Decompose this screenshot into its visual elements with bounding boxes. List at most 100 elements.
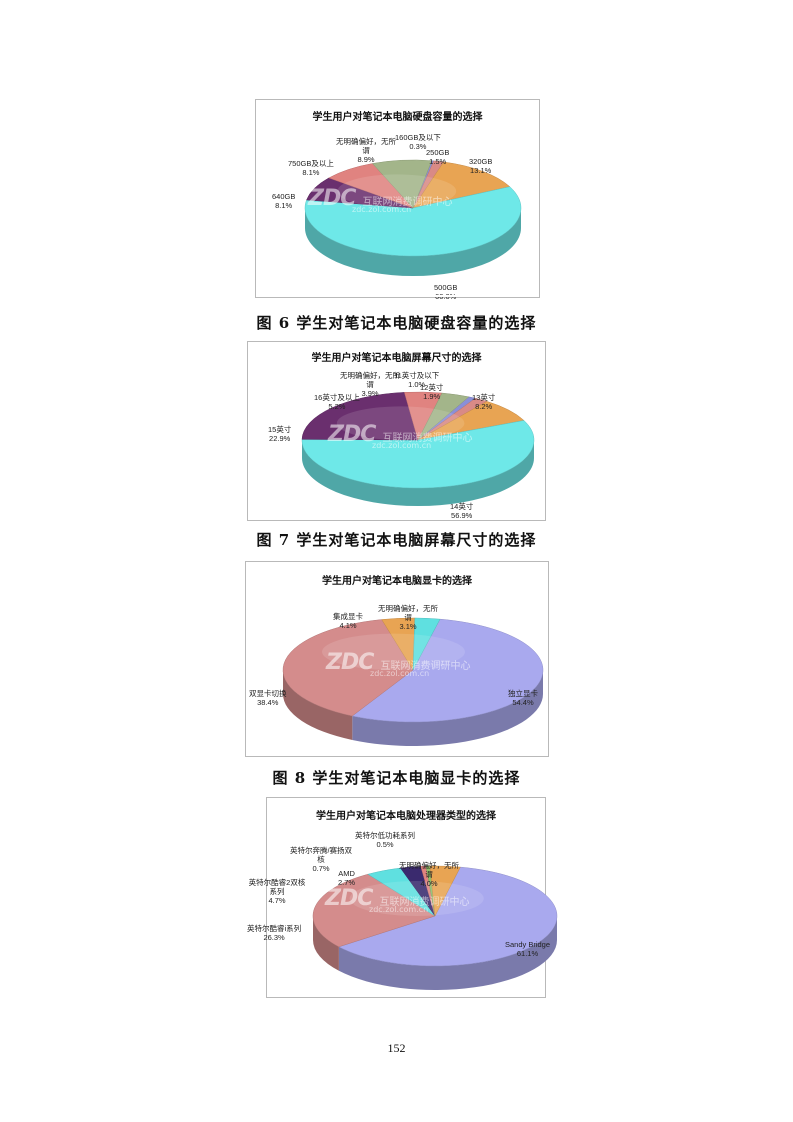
slice-name: 500GB [434, 283, 458, 292]
slice-label: 双显卡切换 38.4% [249, 689, 287, 707]
slice-value: 0.3% [409, 142, 427, 151]
slice-name: Sandy Bridge [505, 940, 551, 949]
slice-label: AMD 2.7% [338, 869, 355, 887]
slice-label: 英特尔奔腾/赛扬双核 0.7% [289, 846, 353, 873]
pie-slice [412, 161, 511, 209]
slice-name: 英特尔酷睿i系列 [247, 924, 302, 933]
slice-name: 集成显卡 [333, 612, 363, 621]
slice-label: 500GB 60.0% [434, 283, 457, 301]
slice-label: 16英寸及以上 5.2% [314, 393, 360, 411]
pie-slice-side [313, 916, 339, 971]
slice-label: 13英寸 8.2% [472, 393, 495, 411]
slice-label: 14英寸 56.9% [450, 502, 473, 520]
slice-value: 1.0% [408, 380, 426, 389]
pie-slice-side [283, 670, 353, 740]
slice-name: 640GB [272, 192, 296, 201]
slice-name: 12英寸 [420, 383, 444, 392]
pie-highlight [322, 633, 465, 670]
slice-value: 3.1% [399, 622, 417, 631]
slice-value: 1.9% [423, 392, 441, 401]
pie-slice [338, 866, 558, 967]
slice-value: 56.9% [451, 511, 473, 520]
slice-name: 独立显卡 [508, 689, 538, 698]
slice-value: 13.1% [470, 166, 492, 175]
chart-graphics-card: 学生用户对笔记本电脑显卡的选择 ZDC 互联网消费调研中心 zdc.zol.co… [245, 561, 549, 757]
slice-label: 750GB及以上 8.1% [288, 159, 334, 177]
pie-slice-side [302, 440, 534, 506]
slice-name: 无明确偏好，无所谓 [378, 604, 438, 622]
chart-processor-type: 学生用户对笔记本电脑处理器类型的选择 ZDC 互联网消费调研中心 zdc.zol… [247, 797, 558, 998]
slice-label: 无明确偏好，无所谓 4.0% [397, 861, 461, 888]
slice-label: 11英寸及以下 1.0% [394, 371, 439, 389]
slice-label: Sandy Bridge 61.1% [505, 940, 550, 958]
slice-label: 独立显卡 54.4% [508, 689, 538, 707]
pie-chart-svg [301, 391, 535, 506]
figure-caption: 图 7 学生对笔记本电脑屏幕尺寸的选择 [256, 531, 537, 549]
slice-value: 54.4% [512, 698, 534, 707]
slice-label: 无明确偏好，无所谓 3.1% [376, 604, 440, 631]
slice-name: 16英寸及以上 [314, 393, 360, 402]
slice-name: 15英寸 [268, 425, 292, 434]
slice-value: 4.1% [339, 621, 357, 630]
pie-slice [301, 420, 535, 489]
pie-slice [301, 392, 419, 441]
chart-title: 学生用户对笔记本电脑硬盘容量的选择 [312, 112, 483, 123]
pie-side-walls [302, 440, 534, 506]
pie-chart-svg [312, 865, 558, 990]
slice-label: 无明确偏好，无所谓 8.9% [334, 137, 398, 164]
pie-highlight [337, 174, 457, 208]
pie-slice-side [352, 670, 543, 746]
slice-name: 13英寸 [472, 393, 496, 402]
slice-name: 无明确偏好，无所谓 [336, 137, 396, 155]
pie-slice [371, 159, 433, 209]
pie-slice [282, 619, 414, 717]
slice-value: 4.0% [420, 879, 438, 888]
slice-label: 英特尔低功耗系列 0.5% [353, 831, 417, 849]
slice-value: 1.5% [429, 157, 447, 166]
figure-caption: 图 6 学生对笔记本电脑硬盘容量的选择 [256, 314, 537, 332]
slice-label: 15英寸 22.9% [268, 425, 291, 443]
slice-name: 无明确偏好，无所谓 [399, 861, 459, 879]
pie-side-walls [283, 670, 543, 746]
pie-slice-side [305, 208, 521, 276]
slice-value: 22.9% [269, 434, 291, 443]
slice-label: 320GB 13.1% [469, 157, 492, 175]
chart-title: 学生用户对笔记本电脑处理器类型的选择 [316, 811, 496, 822]
page-number: 152 [387, 1041, 406, 1055]
slice-name: 250GB [426, 148, 450, 157]
pie-slice [312, 873, 436, 948]
slice-value: 8.1% [302, 168, 320, 177]
slice-value: 0.5% [376, 840, 394, 849]
slice-value: 0.7% [312, 864, 330, 873]
pie-side-walls [305, 208, 521, 276]
pie-highlight [336, 406, 465, 440]
slice-label: 160GB及以下 0.3% [395, 133, 441, 151]
pie-slice [429, 865, 461, 917]
slice-label: 无明确偏好，无所谓 3.9% [338, 371, 402, 398]
slice-name: AMD [338, 869, 355, 878]
slice-name: 320GB [469, 157, 493, 166]
slice-value: 2.7% [338, 878, 356, 887]
pie-slice [351, 618, 544, 723]
slice-value: 4.7% [268, 896, 286, 905]
slice-value: 26.3% [263, 933, 285, 942]
slice-value: 8.9% [357, 155, 375, 164]
slice-name: 160GB及以下 [395, 133, 441, 142]
pie-side-walls [313, 916, 557, 990]
slice-name: 英特尔奔腾/赛扬双核 [289, 846, 353, 864]
slice-value: 8.2% [475, 402, 493, 411]
chart-screen-size: 学生用户对笔记本电脑屏幕尺寸的选择 ZDC 互联网消费调研中心 zdc.zol.… [247, 341, 546, 521]
slice-label: 12英寸 1.9% [420, 383, 443, 401]
figure-caption: 图 8 学生对笔记本电脑显卡的选择 [272, 769, 521, 787]
slice-label: 英特尔酷睿2双核系列 4.7% [245, 878, 309, 905]
slice-value: 3.9% [361, 389, 379, 398]
pie-highlight [349, 881, 484, 916]
slice-value: 38.4% [257, 698, 279, 707]
slice-label: 640GB 8.1% [272, 192, 295, 210]
chart-title: 学生用户对笔记本电脑显卡的选择 [322, 576, 472, 587]
slice-label: 集成显卡 4.1% [333, 612, 363, 630]
slice-name: 14英寸 [450, 502, 474, 511]
slice-name: 英特尔酷睿2双核系列 [248, 878, 306, 896]
pie-slice [412, 617, 441, 671]
slice-name: 英特尔低功耗系列 [355, 831, 415, 840]
